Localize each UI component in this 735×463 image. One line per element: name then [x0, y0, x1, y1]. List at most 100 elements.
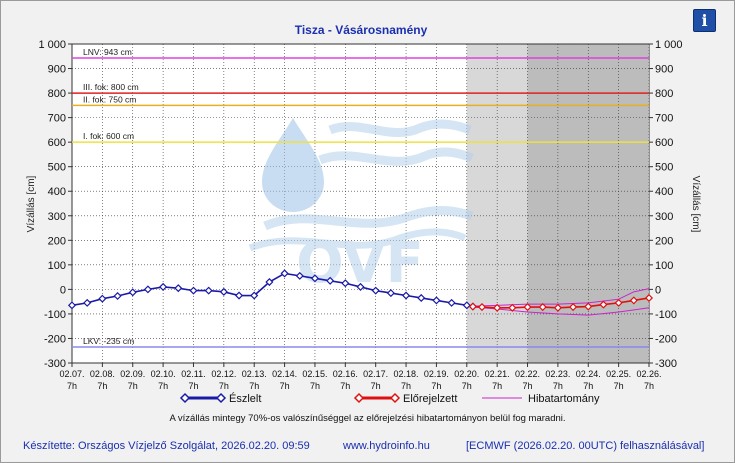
- data-point: [174, 284, 183, 293]
- data-point: [386, 289, 395, 298]
- data-point: [569, 303, 578, 312]
- data-point: [113, 291, 122, 301]
- legend-label: Hibatartomány: [528, 393, 600, 405]
- data-point: [204, 286, 213, 295]
- data-point: [584, 302, 593, 311]
- footer-model: [ECMWF (2026.02.20. 00UTC) felhasználásá…: [466, 440, 705, 452]
- legend-marker: [353, 392, 365, 404]
- x-tick-label-date: 02.18.: [394, 369, 419, 379]
- data-point: [280, 269, 289, 278]
- y-tick-label-left: 200: [48, 235, 66, 247]
- threshold-label: LNV: 943 cm: [83, 47, 132, 57]
- x-tick-label-date: 02.15.: [302, 369, 327, 379]
- y-tick-label-right: 200: [655, 235, 673, 247]
- y-tick-label-left: -300: [44, 358, 66, 370]
- data-point: [553, 303, 562, 312]
- data-point: [462, 301, 471, 310]
- y-tick-label-left: -100: [44, 309, 66, 321]
- y-tick-label-right: -300: [655, 358, 677, 370]
- x-tick-label-date: 02.12.: [211, 369, 236, 379]
- data-point: [310, 274, 319, 283]
- wave-icon: [248, 228, 467, 252]
- y-tick-label-left: 400: [48, 186, 66, 198]
- x-tick-label-hour: 7h: [492, 381, 502, 391]
- x-tick-label-hour: 7h: [280, 381, 290, 391]
- data-point: [250, 291, 259, 300]
- x-tick-label-date: 02.23.: [545, 369, 570, 379]
- data-point: [508, 303, 517, 312]
- data-point: [98, 294, 107, 303]
- data-point: [644, 293, 654, 303]
- data-point: [189, 286, 198, 295]
- legend: Észlelt Előrejelzett Hibatartomány: [179, 392, 600, 405]
- data-point: [417, 293, 426, 303]
- data-point: [432, 296, 441, 305]
- y-tick-label-right: 1 000: [655, 39, 683, 51]
- x-tick-label-date: 02.26.: [636, 369, 661, 379]
- data-point: [326, 276, 335, 285]
- x-tick-label-hour: 7h: [583, 381, 593, 391]
- data-point: [265, 277, 274, 287]
- data-point: [159, 282, 168, 291]
- y-tick-label-left: 1 000: [38, 39, 66, 51]
- x-tick-label-date: 02.14.: [272, 369, 297, 379]
- x-tick-label-hour: 7h: [523, 381, 533, 391]
- x-tick-label-hour: 7h: [401, 381, 411, 391]
- x-tick-label-date: 02.07.: [59, 369, 84, 379]
- x-tick-label-hour: 7h: [310, 381, 320, 391]
- threshold-label: III. fok: 800 cm: [83, 82, 139, 92]
- y-tick-label-right: 100: [655, 260, 673, 272]
- y-tick-label-left: 900: [48, 64, 66, 76]
- y-tick-label-left: 300: [48, 211, 66, 223]
- y-tick-label-right: -100: [655, 309, 677, 321]
- y-axis-label-left: Vízállás [cm]: [26, 175, 37, 232]
- water-drop-icon: [262, 118, 324, 212]
- y-tick-label-right: 500: [655, 162, 673, 174]
- legend-marker: [389, 392, 401, 404]
- footer-url[interactable]: www.hydroinfo.hu: [343, 440, 430, 452]
- threshold-label: II. fok: 750 cm: [83, 94, 136, 104]
- y-tick-label-left: 500: [48, 162, 66, 174]
- y-tick-label-left: 700: [48, 113, 66, 125]
- data-point: [219, 287, 228, 296]
- info-icon[interactable]: i: [693, 9, 716, 32]
- x-tick-label-hour: 7h: [188, 381, 198, 391]
- threshold-label: I. fok: 600 cm: [83, 131, 134, 141]
- x-tick-label-hour: 7h: [644, 381, 654, 391]
- y-axis-label-right: Vízállás [cm]: [690, 176, 701, 233]
- data-point: [614, 298, 623, 307]
- data-point: [341, 279, 350, 288]
- y-tick-label-right: 400: [655, 186, 673, 198]
- wave-icon: [328, 119, 472, 137]
- footer-author: Készítette: Országos Vízjelző Szolgálat,…: [23, 440, 310, 452]
- legend-marker: [215, 392, 227, 404]
- x-tick-label-hour: 7h: [371, 381, 381, 391]
- x-tick-label-date: 02.25.: [606, 369, 631, 379]
- series-line-0: [71, 272, 474, 308]
- y-tick-label-right: 300: [655, 211, 673, 223]
- chart-title: Tisza - Vásárosnamény: [295, 23, 428, 37]
- data-point: [447, 298, 456, 307]
- data-point: [83, 298, 92, 307]
- x-tick-label-date: 02.17.: [363, 369, 388, 379]
- data-point: [523, 303, 532, 312]
- x-tick-label-date: 02.20.: [454, 369, 479, 379]
- y-tick-label-right: 700: [655, 113, 673, 125]
- y-tick-label-left: 800: [48, 88, 66, 100]
- data-point: [477, 303, 487, 312]
- wave-icon: [263, 206, 474, 231]
- data-point: [402, 291, 411, 300]
- x-tick-label-hour: 7h: [219, 381, 229, 391]
- x-tick-label-date: 02.16.: [333, 369, 358, 379]
- y-tick-label-right: -200: [655, 333, 677, 345]
- y-tick-label-left: 0: [60, 284, 66, 296]
- data-point: [128, 288, 137, 297]
- forecast-note: A vízállás mintegy 70%-os valószínűségge…: [169, 413, 566, 424]
- x-tick-label-date: 02.08.: [90, 369, 115, 379]
- legend-label: Előrejelzett: [403, 393, 457, 405]
- legend-label: Észlelt: [229, 392, 261, 405]
- data-point: [234, 291, 244, 300]
- x-tick-label-hour: 7h: [431, 381, 441, 391]
- x-tick-label-hour: 7h: [553, 381, 563, 391]
- y-tick-label-right: 800: [655, 88, 673, 100]
